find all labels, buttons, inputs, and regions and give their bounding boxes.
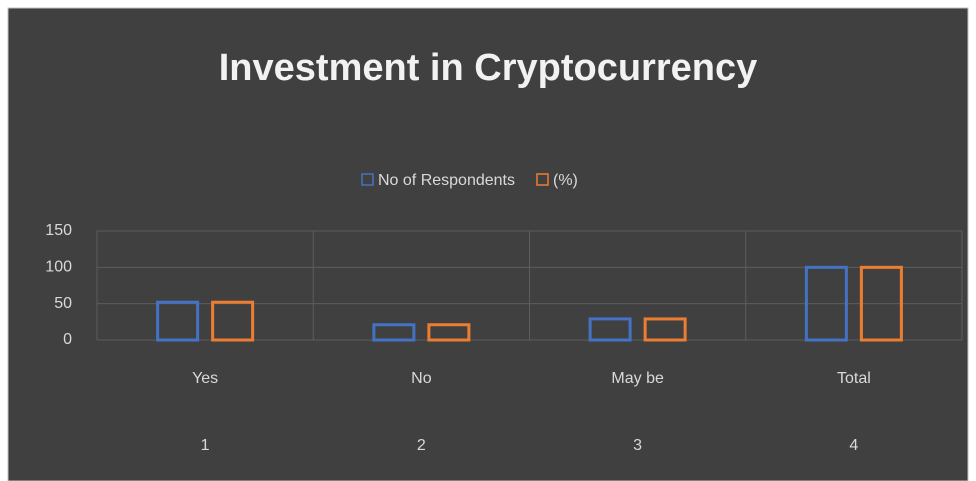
y-tick-label: 0 [63, 331, 72, 348]
bar [588, 317, 632, 342]
legend-label: No of Respondents [378, 172, 515, 189]
bar [427, 323, 471, 342]
bar [643, 317, 687, 342]
bar [211, 300, 255, 342]
y-tick-label: 50 [54, 295, 72, 312]
x-group-label: 1 [201, 437, 210, 454]
y-tick-label: 100 [45, 259, 72, 276]
legend-label: (%) [553, 172, 578, 189]
bar [859, 265, 903, 342]
x-group-label: 3 [633, 437, 642, 454]
bar [804, 265, 848, 342]
x-tick-label: May be [611, 370, 664, 387]
legend-swatch [536, 173, 549, 186]
x-tick-label: Total [837, 370, 871, 387]
bar [372, 323, 416, 342]
x-group-label: 2 [417, 437, 426, 454]
y-tick-label: 150 [45, 222, 72, 239]
chart-area [7, 7, 969, 481]
x-group-label: 4 [849, 437, 858, 454]
legend-swatch [361, 173, 374, 186]
bar [156, 300, 200, 342]
x-tick-label: No [411, 370, 432, 387]
x-tick-label: Yes [192, 370, 218, 387]
chart-title: Investment in Cryptocurrency [219, 47, 757, 89]
